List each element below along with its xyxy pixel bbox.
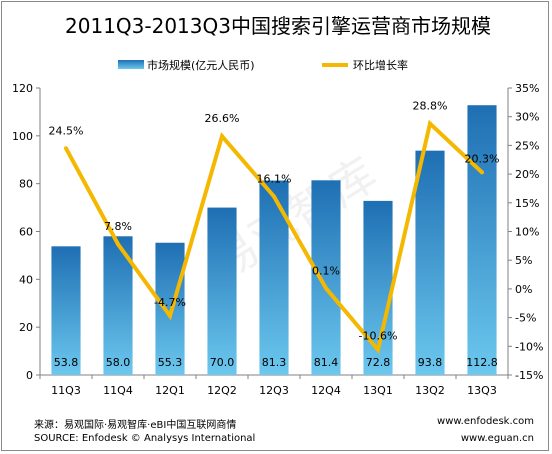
line-point bbox=[376, 347, 380, 352]
y-right-tick-label: -15% bbox=[515, 369, 543, 382]
chart-title: 2011Q3-2013Q3中国搜索引擎运营商市场规模 bbox=[65, 14, 491, 38]
bar-value-label: 81.3 bbox=[262, 356, 287, 369]
y-right-tick-label: -5% bbox=[515, 312, 536, 325]
legend-swatch-bar bbox=[118, 60, 144, 69]
source-en: SOURCE: Enfodesk © Analysys Internationa… bbox=[34, 433, 256, 444]
line-point bbox=[64, 146, 68, 151]
y-left-tick-label: 0 bbox=[26, 369, 33, 382]
line-point bbox=[220, 134, 224, 139]
y-left-tick-label: 40 bbox=[19, 273, 33, 286]
bar-value-label: 72.8 bbox=[366, 356, 391, 369]
x-tick-label: 13Q1 bbox=[363, 384, 393, 397]
line-value-label: 20.3% bbox=[465, 152, 500, 165]
axes: 0 20 40 60 80 100 120 -15% -10% -5% 0% 5% 10% 15% 20% 2… bbox=[12, 82, 543, 397]
x-tick-label: 12Q3 bbox=[259, 384, 289, 397]
x-tick-label: 12Q2 bbox=[207, 384, 237, 397]
line-value-label: 28.8% bbox=[413, 100, 448, 113]
y-right-tick-label: 20% bbox=[515, 168, 539, 181]
x-tick-label: 12Q4 bbox=[311, 384, 341, 397]
y-right-tick-label: 35% bbox=[515, 82, 539, 95]
y-left-tick-label: 120 bbox=[12, 82, 33, 95]
y-left-tick-label: 80 bbox=[19, 178, 33, 191]
x-tick-label: 13Q2 bbox=[415, 384, 445, 397]
line-value-label: 24.5% bbox=[49, 124, 84, 137]
source-cn: 来源：易观国际·易观智库·eBI中国互联网商情 bbox=[34, 420, 237, 431]
line-value-label: 0.1% bbox=[312, 264, 340, 277]
x-tick-label: 12Q1 bbox=[155, 384, 185, 397]
legend: 市场规模(亿元人民币) 环比增长率 bbox=[118, 58, 408, 72]
bar-value-label: 112.8 bbox=[466, 356, 498, 369]
bar-series bbox=[51, 105, 497, 375]
line-point bbox=[324, 286, 328, 291]
y-left-tick-label: 20 bbox=[19, 321, 33, 334]
y-right-tick-label: 15% bbox=[515, 197, 539, 210]
data-labels: 53.8 58.0 55.3 70.0 81.3 81.4 72.8 93.8 112.8 24.… bbox=[49, 100, 500, 369]
x-tick-label: 11Q3 bbox=[51, 384, 81, 397]
y-right-tick-label: 0% bbox=[515, 283, 532, 296]
y-right-tick-label: 10% bbox=[515, 226, 539, 239]
bar bbox=[415, 150, 445, 375]
url-eguan: www.eguan.cn bbox=[460, 433, 534, 444]
line-value-label: -10.6% bbox=[359, 330, 398, 343]
line-point bbox=[480, 170, 484, 175]
y-right-tick-label: 30% bbox=[515, 111, 539, 124]
line-value-label: 26.6% bbox=[205, 112, 240, 125]
x-tick-label: 11Q4 bbox=[103, 384, 133, 397]
line-point bbox=[428, 121, 432, 126]
bar bbox=[51, 246, 81, 375]
url-enfodesk: www.enfodesk.com bbox=[437, 416, 534, 427]
legend-label-line: 环比增长率 bbox=[353, 58, 408, 72]
line-value-label: 16.1% bbox=[257, 172, 292, 185]
line-point bbox=[116, 242, 120, 247]
line-point bbox=[168, 313, 172, 318]
y-right-tick-label: 25% bbox=[515, 139, 539, 152]
line-point bbox=[272, 194, 276, 199]
legend-label-bar: 市场规模(亿元人民币) bbox=[147, 58, 255, 72]
line-value-label: -4.7% bbox=[154, 296, 186, 309]
bar-value-label: 58.0 bbox=[106, 356, 131, 369]
bar bbox=[311, 180, 341, 375]
bar bbox=[207, 207, 237, 375]
y-left-tick-label: 100 bbox=[12, 130, 33, 143]
line-value-label: 7.8% bbox=[104, 220, 132, 233]
x-tick-label: 13Q3 bbox=[467, 384, 497, 397]
bar-value-label: 81.4 bbox=[314, 356, 339, 369]
y-right-tick-label: -10% bbox=[515, 340, 543, 353]
bar bbox=[259, 180, 289, 375]
y-right-tick-label: 5% bbox=[515, 254, 532, 267]
bar-value-label: 70.0 bbox=[210, 356, 235, 369]
bar-value-label: 93.8 bbox=[418, 356, 443, 369]
line-series bbox=[64, 119, 484, 355]
bar-value-label: 53.8 bbox=[54, 356, 79, 369]
bar-value-label: 55.3 bbox=[158, 356, 183, 369]
y-left-tick-label: 60 bbox=[19, 226, 33, 239]
bar bbox=[467, 105, 497, 375]
